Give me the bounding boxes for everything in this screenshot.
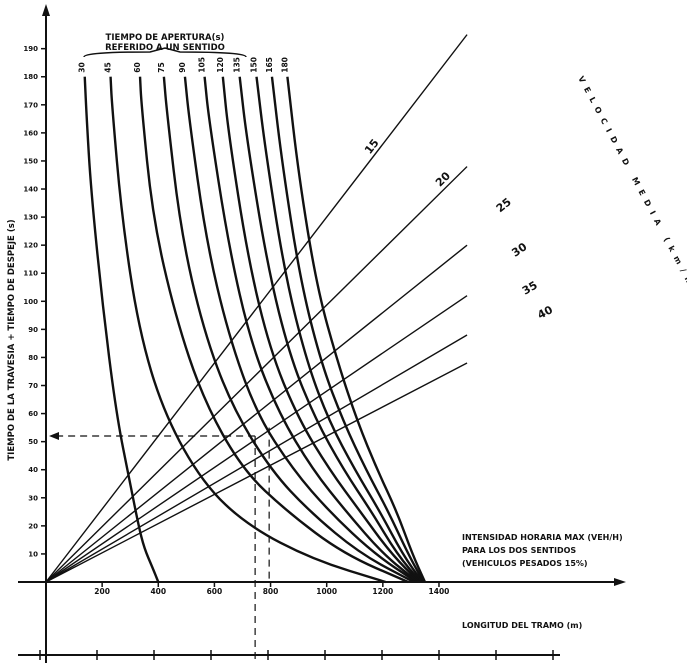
opening-time-subtitle: REFERIDO A UN SENTIDO bbox=[105, 43, 225, 53]
y-tick-label: 50 bbox=[28, 438, 38, 446]
opening-curve-165 bbox=[270, 76, 425, 583]
x-tick-label: 600 bbox=[207, 587, 223, 596]
y-tick-label: 20 bbox=[28, 522, 38, 530]
opening-curve-105 bbox=[203, 76, 419, 583]
speed-label-20: 20 bbox=[433, 169, 453, 189]
opening-curve-75 bbox=[162, 76, 415, 584]
y-tick-label: 30 bbox=[28, 494, 38, 502]
speed-line-25 bbox=[45, 244, 468, 583]
opening-curve-90 bbox=[183, 76, 418, 583]
y-tick-label: 70 bbox=[28, 382, 38, 390]
curve-label-120: 120 bbox=[216, 57, 225, 73]
y-tick-label: 60 bbox=[28, 410, 38, 418]
curve-label-45: 45 bbox=[104, 62, 113, 72]
opening-time-title: TIEMPO DE APERTURA(s) bbox=[106, 33, 225, 43]
y-tick-label: 130 bbox=[23, 214, 38, 222]
axes: 10 20 30 40 50 60 70 80 90 100 110 120 130 140 150 160 1… bbox=[18, 4, 626, 663]
intensity-label-line-3: (VEHICULOS PESADOS 15%) bbox=[462, 559, 588, 568]
x-tick-label: 400 bbox=[150, 587, 166, 596]
y-tick-label: 120 bbox=[23, 242, 38, 250]
speed-label-30: 30 bbox=[509, 240, 529, 260]
y-tick-label: 80 bbox=[28, 354, 38, 362]
opening-curve-45 bbox=[109, 76, 386, 584]
curve-label-135: 135 bbox=[233, 57, 242, 73]
y-tick-label: 180 bbox=[23, 73, 38, 81]
plot-area: 15 20 25 30 35 40 30 45 60 75 90 105 120 135 150 165 180 bbox=[45, 34, 555, 663]
x-axis-arrow bbox=[614, 578, 626, 586]
speed-label-35: 35 bbox=[520, 279, 540, 298]
y-tick-label: 190 bbox=[23, 45, 38, 53]
opening-curve-60 bbox=[138, 76, 409, 584]
x-tick-label: 1000 bbox=[316, 587, 337, 596]
y-tick-label: 170 bbox=[23, 101, 38, 109]
y-tick-label: 140 bbox=[23, 186, 38, 194]
opening-curve-150 bbox=[255, 76, 424, 583]
y-tick-label: 100 bbox=[23, 298, 38, 306]
curve-label-75: 75 bbox=[157, 62, 166, 72]
y-axis-label: TIEMPO DE LA TRAVESIA + TIEMPO DE DESPEJ… bbox=[7, 219, 17, 460]
y-tick-label: 160 bbox=[23, 129, 38, 137]
guide-arrow bbox=[49, 432, 59, 441]
curve-label-30: 30 bbox=[78, 62, 87, 72]
speed-line-40 bbox=[45, 362, 468, 583]
speed-line-20 bbox=[45, 166, 468, 583]
curve-label-60: 60 bbox=[133, 62, 142, 72]
y-axis-arrow bbox=[42, 4, 50, 16]
curve-label-90: 90 bbox=[178, 62, 187, 72]
opening-curve-120 bbox=[221, 76, 421, 583]
speed-line-15 bbox=[45, 34, 468, 583]
x-tick-label: 1400 bbox=[429, 587, 450, 596]
intensity-label-line-1: INTENSIDAD HORARIA MAX (VEH/H) bbox=[462, 533, 623, 542]
y-tick-label: 90 bbox=[28, 326, 38, 334]
speed-line-30 bbox=[45, 295, 468, 583]
y-tick-label: 40 bbox=[28, 466, 38, 474]
y-tick-label: 10 bbox=[28, 550, 38, 558]
curve-label-105: 105 bbox=[198, 57, 207, 73]
x-tick-label: 1200 bbox=[372, 587, 393, 596]
intensity-label-line-2: PARA LOS DOS SENTIDOS bbox=[462, 546, 576, 555]
curve-label-150: 150 bbox=[250, 57, 259, 73]
labels: TIEMPO DE LA TRAVESIA + TIEMPO DE DESPEJ… bbox=[7, 33, 687, 630]
opening-curve-135 bbox=[238, 76, 422, 583]
y-tick-label: 150 bbox=[23, 157, 38, 165]
title-bracket bbox=[83, 47, 247, 58]
speed-label-40: 40 bbox=[535, 303, 555, 322]
curve-label-180: 180 bbox=[280, 57, 289, 73]
curve-label-165: 165 bbox=[265, 57, 274, 73]
speed-line-35 bbox=[45, 334, 468, 583]
speed-axis-label: VELOCIDAD MEDIA (km/h) bbox=[576, 75, 687, 298]
opening-curve-30 bbox=[83, 76, 160, 583]
length-axis-label: LONGITUD DEL TRAMO (m) bbox=[462, 621, 582, 630]
x-tick-label: 800 bbox=[263, 587, 279, 596]
opening-curve-180 bbox=[286, 76, 427, 583]
speed-label-15: 15 bbox=[362, 137, 382, 157]
speed-label-25: 25 bbox=[494, 195, 514, 215]
x-tick-label: 200 bbox=[94, 587, 110, 596]
y-tick-label: 110 bbox=[23, 270, 38, 278]
